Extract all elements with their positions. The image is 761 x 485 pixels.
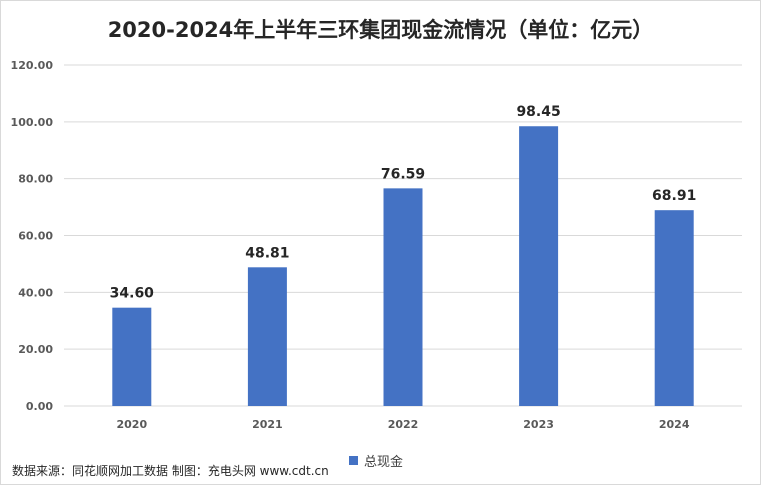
legend-swatch xyxy=(349,456,358,465)
y-tick-label: 80.00 xyxy=(18,173,53,186)
x-tick-label: 2020 xyxy=(116,418,147,431)
bar-2022 xyxy=(383,188,423,406)
bar-2023 xyxy=(519,126,559,406)
data-label: 76.59 xyxy=(381,166,425,182)
x-tick-label: 2021 xyxy=(252,418,283,431)
data-label: 34.60 xyxy=(110,286,155,302)
y-tick-label: 100.00 xyxy=(11,116,54,129)
bar-2020 xyxy=(112,307,152,406)
y-tick-label: 60.00 xyxy=(18,230,53,243)
legend: 总现金 xyxy=(349,451,403,470)
x-tick-label: 2022 xyxy=(388,418,419,431)
bar-2024 xyxy=(654,210,694,406)
data-label: 98.45 xyxy=(516,104,560,120)
bar-2021 xyxy=(247,267,287,406)
y-tick-label: 0.00 xyxy=(26,400,53,413)
y-tick-label: 20.00 xyxy=(18,343,53,356)
y-tick-label: 120.00 xyxy=(11,59,54,72)
source-note: 数据来源：同花顺网加工数据 制图：充电头网 www.cdt.cn xyxy=(12,464,329,478)
data-label: 68.91 xyxy=(652,188,696,204)
legend-label: 总现金 xyxy=(364,455,404,470)
x-tick-label: 2023 xyxy=(523,418,554,431)
x-tick-label: 2024 xyxy=(659,418,690,431)
data-label: 48.81 xyxy=(245,245,289,261)
chart-title: 2020-2024年上半年三环集团现金流情况（单位：亿元） xyxy=(107,18,654,42)
y-tick-label: 40.00 xyxy=(18,286,53,299)
